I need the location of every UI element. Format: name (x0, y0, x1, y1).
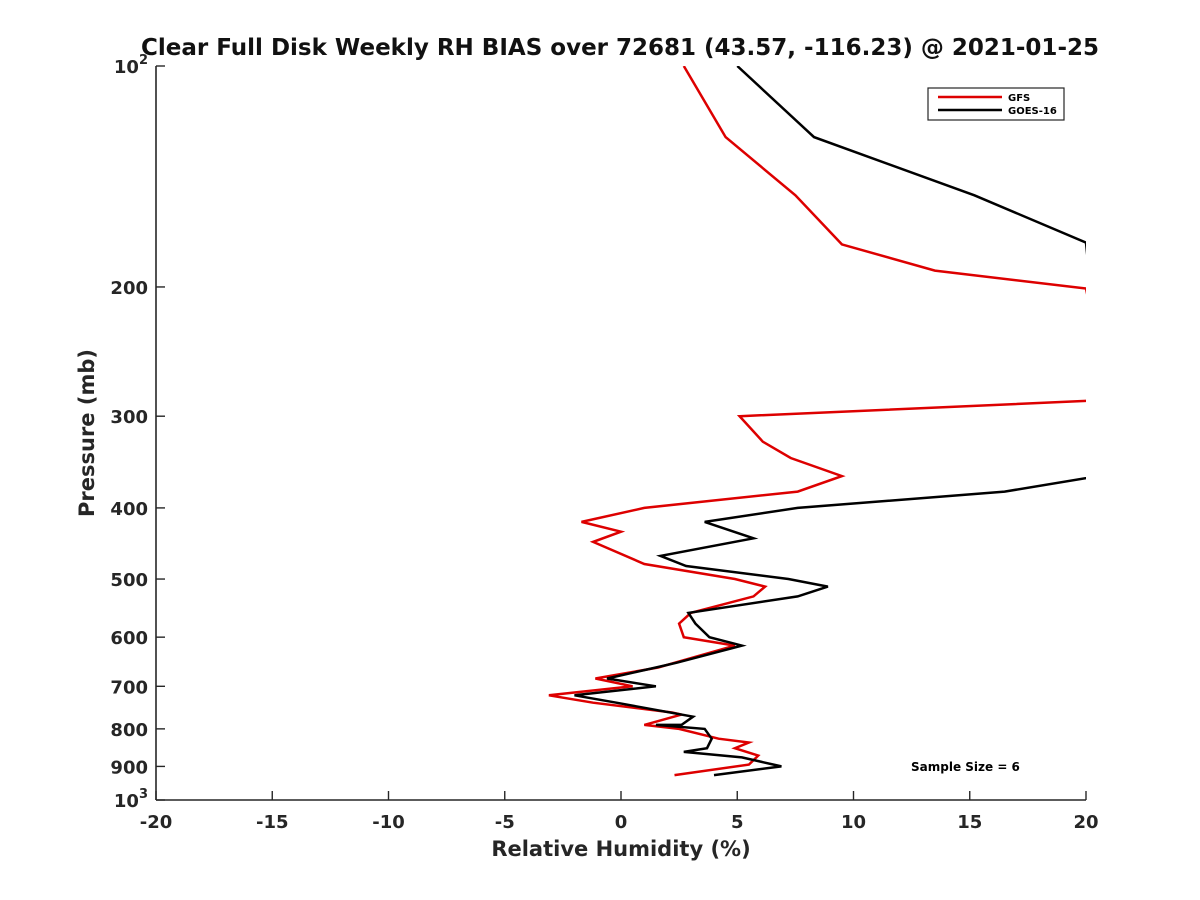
y-ticks: 102 200 300 400 500 600 700 800 900 103 (110, 53, 165, 812)
chart-title: Clear Full Disk Weekly RH BIAS over 7268… (141, 35, 1099, 61)
series-line-gfs (548, 66, 1086, 777)
y-tick-label: 900 (110, 757, 148, 778)
legend-box (927, 87, 1065, 121)
y-axis-label: Pressure (mb) (75, 349, 99, 517)
series-layer (548, 66, 1086, 777)
x-tick-label: -5 (495, 812, 515, 833)
series-line-goes16 (574, 66, 1086, 777)
x-tick-label: 10 (841, 812, 866, 833)
legend: GFS GOES-16 (927, 87, 1065, 121)
y-tick-label: 600 (110, 628, 148, 649)
y-tick-label: 103 (114, 787, 148, 812)
x-tick-label: -20 (140, 812, 173, 833)
y-tick-label: 400 (110, 499, 148, 520)
x-tick-label: 5 (731, 812, 744, 833)
legend-label-goes16: GOES-16 (1008, 106, 1057, 117)
y-tick-label: 102 (114, 53, 148, 78)
legend-label-gfs: GFS (1008, 93, 1030, 104)
y-tick-label: 500 (110, 570, 148, 591)
x-ticks: -20 -15 -10 -5 0 5 10 15 20 (140, 791, 1099, 833)
y-tick-label: 300 (110, 407, 148, 428)
x-tick-label: -10 (372, 812, 405, 833)
y-tick-label: 700 (110, 677, 148, 698)
sample-size-annotation: Sample Size = 6 (911, 760, 1020, 774)
y-tick-label: 800 (110, 720, 148, 741)
y-tick-label: 200 (110, 278, 148, 299)
x-tick-label: 15 (957, 812, 982, 833)
x-axis-label: Relative Humidity (%) (491, 837, 750, 861)
x-tick-label: 20 (1073, 812, 1098, 833)
x-tick-label: -15 (256, 812, 289, 833)
x-tick-label: 0 (615, 812, 628, 833)
